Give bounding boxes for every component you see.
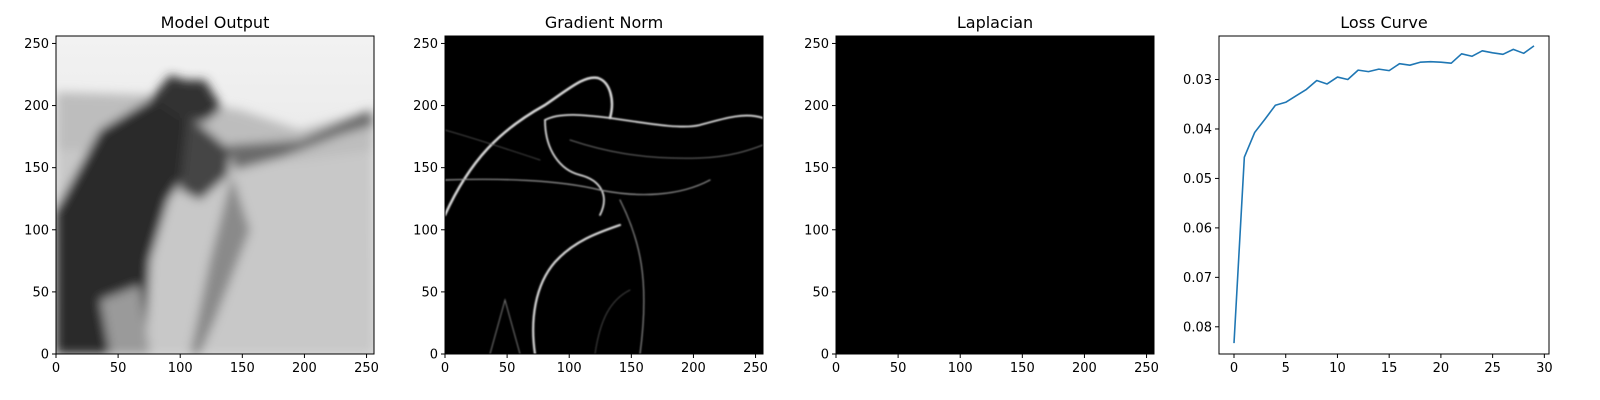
y-tick-label: 100 <box>24 223 49 238</box>
y-tick-label: 50 <box>421 285 438 300</box>
x-tick-label: 50 <box>890 361 907 376</box>
x-tick-label: 150 <box>1010 361 1035 376</box>
y-tick-label: 250 <box>24 37 49 52</box>
x-tick-label: 0 <box>832 361 840 376</box>
axis-ticks: 0 50 100 150 200 250 0 50 100 150 200 250 <box>413 37 768 376</box>
y-tick-label: 0.08 <box>1183 320 1212 335</box>
panel-title: Model Output <box>161 13 270 32</box>
x-tick-label: 250 <box>743 361 768 376</box>
y-tick-label: 200 <box>413 99 438 114</box>
x-tick-label: 100 <box>168 361 193 376</box>
y-tick-label: 0 <box>430 348 438 363</box>
axis-ticks: 0 5 10 15 20 25 30 0.03 0.04 0.05 0.06 0.07 0.08 <box>1183 73 1553 376</box>
x-tick-label: 0 <box>52 361 60 376</box>
panel-loss-curve: Loss Curve 0 5 10 15 20 25 300.030.040.050.060… <box>1183 13 1553 376</box>
x-tick-label: 100 <box>948 361 973 376</box>
gradient-norm-image <box>445 36 763 354</box>
x-tick-label: 30 <box>1536 361 1553 376</box>
axes-frame <box>55 35 375 355</box>
panel-gradient-norm: Gradient Norm 0 50 100 150 200 250 0 50 100 150 20… <box>413 13 768 376</box>
x-tick-label: 200 <box>1072 361 1097 376</box>
y-tick-label: 0.03 <box>1183 73 1212 88</box>
x-tick-label: 50 <box>499 361 516 376</box>
x-tick-label: 25 <box>1484 361 1501 376</box>
panel-title: Laplacian <box>957 13 1033 32</box>
loss-series <box>1233 45 1535 344</box>
y-tick-label: 200 <box>804 99 829 114</box>
axis-ticks: 0 50 100 150 200 250 0 50 100 150 200 250 <box>24 37 379 376</box>
panel-title: Gradient Norm <box>545 13 663 32</box>
model-output-image <box>56 36 374 354</box>
y-tick-label: 100 <box>413 223 438 238</box>
laplacian-image <box>836 36 1154 354</box>
axes-frame <box>1218 35 1550 355</box>
x-tick-label: 150 <box>230 361 255 376</box>
panel-title: Loss Curve <box>1340 13 1427 32</box>
y-tick-label: 150 <box>413 161 438 176</box>
axes-frame <box>835 35 1155 355</box>
x-tick-label: 200 <box>681 361 706 376</box>
y-tick-label: 0.07 <box>1183 271 1212 286</box>
x-tick-label: 200 <box>292 361 317 376</box>
y-tick-label: 150 <box>804 161 829 176</box>
axis-ticks: 0 50 100 150 200 250 0 50 100 150 200 250 <box>804 37 1159 376</box>
loss-line <box>1233 45 1535 344</box>
x-tick-label: 15 <box>1381 361 1398 376</box>
y-tick-label: 250 <box>804 37 829 52</box>
y-tick-label: 0 <box>821 348 829 363</box>
y-tick-label: 50 <box>812 285 829 300</box>
y-tick-label: 100 <box>804 223 829 238</box>
x-tick-label: 150 <box>619 361 644 376</box>
y-tick-label: 150 <box>24 161 49 176</box>
x-tick-label: 100 <box>557 361 582 376</box>
y-tick-label: 0.05 <box>1183 172 1212 187</box>
axes-frame <box>444 35 764 355</box>
x-tick-label: 0 <box>1230 361 1238 376</box>
x-tick-label: 20 <box>1433 361 1450 376</box>
x-tick-label: 0 <box>441 361 449 376</box>
y-tick-label: 200 <box>24 99 49 114</box>
panel-model-output: Model Output 0 50 100 150 200 250 0 50 100 150 200… <box>24 13 379 376</box>
y-tick-label: 0.04 <box>1183 122 1212 137</box>
x-tick-label: 5 <box>1282 361 1290 376</box>
panel-laplacian: Laplacian 0 50 100 150 200 250 0 50 100 150 200 250 <box>804 13 1159 376</box>
y-tick-label: 250 <box>413 37 438 52</box>
x-tick-label: 250 <box>354 361 379 376</box>
x-tick-label: 50 <box>110 361 127 376</box>
x-tick-label: 250 <box>1134 361 1159 376</box>
y-tick-label: 0.06 <box>1183 221 1212 236</box>
x-tick-label: 10 <box>1329 361 1346 376</box>
y-tick-label: 50 <box>32 285 49 300</box>
y-tick-label: 0 <box>41 348 49 363</box>
